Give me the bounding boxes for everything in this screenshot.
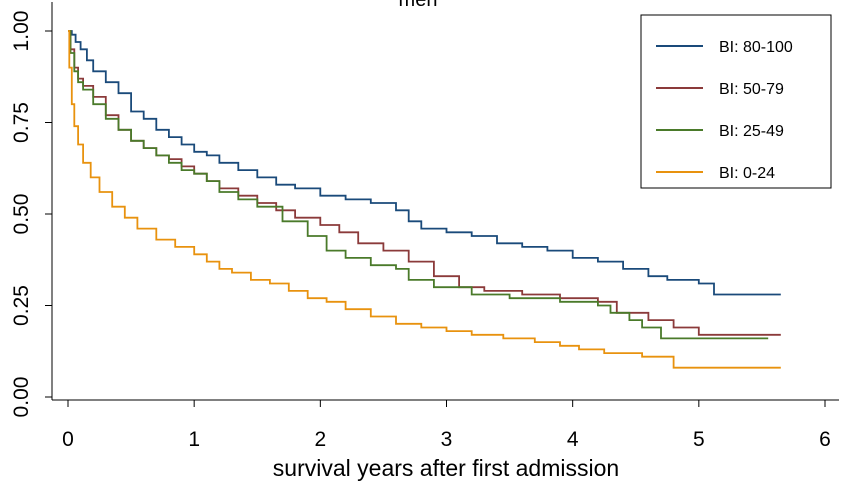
x-tick-label: 2 <box>314 428 326 451</box>
y-tick-label: 0.00 <box>10 377 33 418</box>
plot-lines <box>68 30 781 369</box>
x-tick-label: 6 <box>819 428 831 451</box>
x-tick-label: 4 <box>567 428 579 451</box>
y-tick-label: 0.25 <box>10 285 33 326</box>
legend-label: BI: 25-49 <box>719 123 784 140</box>
x-tick-label: 3 <box>441 428 453 451</box>
series-line-3 <box>68 30 769 340</box>
legend: BI: 80-100 BI: 50-79 BI: 25-49 BI: 0-24 <box>640 14 832 189</box>
y-tick-label: 1.00 <box>10 11 33 52</box>
x-axis-ticks: 0 1 2 3 4 5 6 <box>62 400 831 451</box>
series-line-4 <box>68 30 781 369</box>
legend-label: BI: 50-79 <box>719 81 784 98</box>
legend-label: BI: 0-24 <box>719 165 775 182</box>
x-tick-label: 1 <box>188 428 200 451</box>
y-tick-label: 0.75 <box>10 102 33 143</box>
y-tick-label: 0.50 <box>10 194 33 235</box>
x-tick-label: 0 <box>62 428 74 451</box>
legend-box <box>640 14 832 189</box>
x-axis-title: survival years after first admission <box>273 455 619 481</box>
y-axis-ticks: 0.00 0.25 0.50 0.75 1.00 <box>10 11 52 418</box>
chart-title: men <box>399 0 438 11</box>
series-line-1 <box>68 30 781 296</box>
x-tick-label: 5 <box>693 428 705 451</box>
legend-label: BI: 80-100 <box>719 39 793 56</box>
